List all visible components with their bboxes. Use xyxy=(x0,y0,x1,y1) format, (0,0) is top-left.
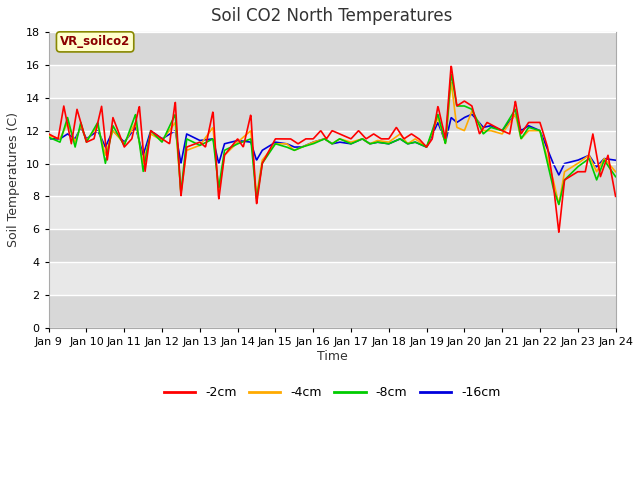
Text: VR_soilco2: VR_soilco2 xyxy=(60,36,131,48)
Bar xyxy=(49,164,616,196)
Bar xyxy=(49,131,616,164)
X-axis label: Time: Time xyxy=(317,349,348,362)
Bar xyxy=(49,65,616,98)
Bar xyxy=(49,262,616,295)
Legend: -2cm, -4cm, -8cm, -16cm: -2cm, -4cm, -8cm, -16cm xyxy=(159,382,506,404)
Title: Soil CO2 North Temperatures: Soil CO2 North Temperatures xyxy=(211,7,452,25)
Bar xyxy=(49,196,616,229)
Bar xyxy=(49,229,616,262)
Y-axis label: Soil Temperatures (C): Soil Temperatures (C) xyxy=(7,112,20,247)
Bar xyxy=(49,295,616,328)
Bar xyxy=(49,98,616,131)
Bar xyxy=(49,32,616,65)
